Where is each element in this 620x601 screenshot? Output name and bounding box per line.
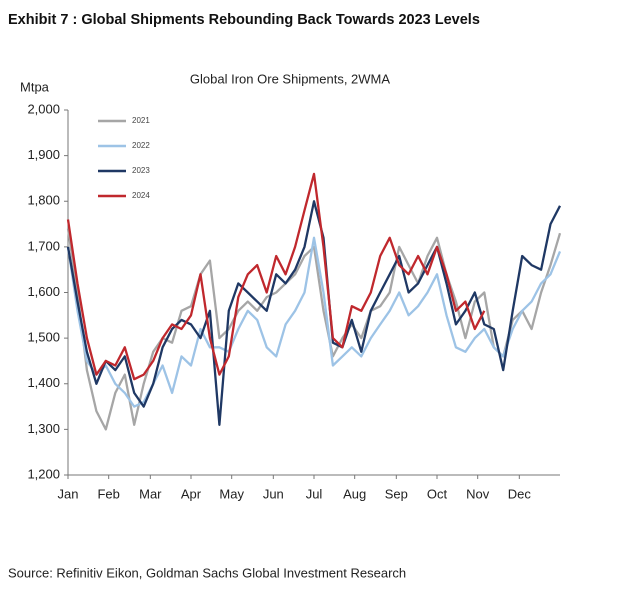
x-tick-label: Aug bbox=[343, 486, 366, 501]
chart-title: Global Iron Ore Shipments, 2WMA bbox=[190, 71, 390, 86]
series-line bbox=[66, 200, 562, 426]
y-tick-label: 1,300 bbox=[27, 421, 60, 436]
x-tick-label: Mar bbox=[139, 486, 162, 501]
source: Source: Refinitiv Eikon, Goldman Sachs G… bbox=[8, 565, 406, 580]
x-tick-label: Feb bbox=[97, 486, 119, 501]
header: Exhibit 7 : Global Shipments Rebounding … bbox=[8, 12, 480, 28]
x-tick-label: May bbox=[219, 486, 244, 501]
x-tick-label: Jun bbox=[263, 486, 284, 501]
y-tick-label: 1,700 bbox=[27, 238, 60, 253]
y-tick-label: 1,500 bbox=[27, 330, 60, 345]
series-line bbox=[66, 172, 486, 381]
legend-label: 2021 bbox=[132, 116, 150, 125]
y-tick-label: 1,600 bbox=[27, 284, 60, 299]
x-tick-label: Dec bbox=[508, 486, 532, 501]
y-tick-label: 1,800 bbox=[27, 193, 60, 208]
x-tick-label: Oct bbox=[427, 486, 448, 501]
series-line bbox=[66, 236, 562, 408]
y-axis-label: Mtpa bbox=[20, 79, 50, 94]
x-tick-label: Sep bbox=[385, 486, 408, 501]
y-tick-label: 2,000 bbox=[27, 101, 60, 116]
legend-label: 2024 bbox=[132, 191, 150, 200]
series-line bbox=[66, 228, 562, 431]
y-tick-label: 1,900 bbox=[27, 147, 60, 162]
x-tick-label: Jan bbox=[58, 486, 79, 501]
legend-label: 2023 bbox=[132, 166, 150, 175]
y-tick-label: 1,200 bbox=[27, 466, 60, 481]
y-tick-label: 1,400 bbox=[27, 375, 60, 390]
x-tick-label: Apr bbox=[181, 486, 202, 501]
x-tick-label: Nov bbox=[466, 486, 490, 501]
legend-label: 2022 bbox=[132, 141, 150, 150]
x-tick-label: Jul bbox=[306, 486, 323, 501]
